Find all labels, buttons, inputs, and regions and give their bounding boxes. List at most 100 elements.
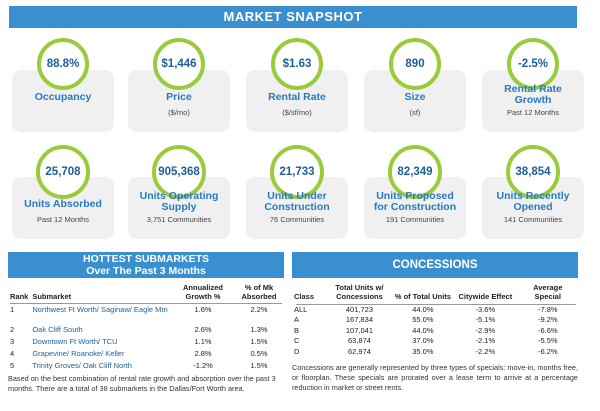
submarket-growth: 1.6% — [194, 305, 212, 314]
submarket-absorbed: 1.5% — [250, 337, 268, 346]
concession-class: ALL — [294, 305, 308, 314]
concessions-banner: CONCESSIONS — [292, 252, 578, 278]
table-row: 4 Grapevine/ Roanoke/ Keller 2.8% 0.5% — [8, 349, 284, 361]
concession-average-special: -5.5% — [537, 336, 558, 346]
submarkets-header-row: Rank Submarket Annualized Growth % % of … — [8, 283, 284, 301]
kpi-value-ring: -2.5% — [507, 38, 559, 90]
kpi-subtext: (sf) — [409, 108, 421, 117]
concession-citywide-effect: -2.1% — [475, 336, 496, 346]
hottest-submarkets-title: HOTTEST SUBMARKETS — [83, 253, 209, 265]
kpi-subtext: 76 Communities — [269, 215, 325, 224]
table-row: 5 Trinity Groves/ Oak Cliff North -1.2% 1.5… — [8, 361, 284, 373]
table-row: 2 Oak Cliff South 2.6% 1.3% — [8, 325, 284, 337]
kpi-label: Units Absorbed — [24, 198, 102, 210]
concessions-table: Class Total Units w/ Concessions % of To… — [292, 283, 578, 357]
concession-pct-total: 35.0% — [412, 346, 434, 356]
kpi-label: Units Proposed for Construction — [373, 190, 457, 213]
submarket-growth: 2.8% — [194, 349, 212, 358]
kpi-value-ring: 38,854 — [506, 145, 560, 199]
concession-total-units: 107,041 — [345, 325, 374, 335]
kpi-subtext: Past 12 Months — [506, 108, 560, 117]
submarket-absorbed: 1.3% — [250, 325, 268, 334]
submarket-name: Downtown Ft Worth/ TCU — [32, 337, 118, 346]
submarket-absorbed: 0.5% — [250, 349, 268, 358]
submarket-growth: 2.6% — [194, 325, 212, 334]
kpi-subtext: ($/mo) — [168, 108, 190, 117]
kpi-value-ring: 88.8% — [37, 38, 89, 90]
kpi-subtext: ($/sf/mo) — [282, 108, 312, 117]
concession-average-special: -6.6% — [537, 325, 558, 335]
kpi-label: Units Recently Opened — [496, 190, 570, 213]
kpi-subtext: Past 12 Months — [36, 215, 90, 224]
submarket-rank: 1 — [10, 305, 15, 314]
submarkets-note: Based on the best combination of rental … — [8, 374, 276, 393]
kpi-label: Units Under Construction — [264, 190, 330, 213]
table-row: A 167,834 55.0% -5.1% -9.2% — [292, 315, 578, 325]
concession-citywide-effect: -2.9% — [475, 325, 496, 335]
submarket-growth: 1.1% — [194, 337, 212, 346]
kpi-value-ring: 890 — [389, 38, 441, 90]
table-row: D 62,974 35.0% -2.2% -6.2% — [292, 347, 578, 357]
submarket-rank: 5 — [10, 361, 15, 370]
kpi-label: Price — [166, 91, 192, 103]
concession-class: A — [294, 315, 300, 325]
concessions-note: Concessions are generally represented by… — [292, 363, 578, 392]
kpi-label: Rental Rate — [268, 91, 326, 103]
col-citywide-effect: Citywide Effect — [458, 292, 513, 301]
concessions-title: CONCESSIONS — [392, 259, 478, 271]
concession-class: D — [294, 346, 300, 356]
kpi-label: Size — [404, 91, 426, 103]
kpi-value-ring: 82,349 — [388, 145, 442, 199]
col-rank: Rank — [10, 292, 29, 301]
submarket-rank: 4 — [10, 349, 15, 358]
concession-average-special: -7.8% — [537, 305, 558, 314]
kpi-value-ring: 905,368 — [152, 145, 206, 199]
table-row: 3 Downtown Ft Worth/ TCU 1.1% 1.5% — [8, 337, 284, 349]
col-class: Class — [294, 292, 315, 301]
table-row: 1 Northwest Ft Worth/ Saginaw/ Eagle Mtn 1… — [8, 305, 284, 325]
kpi-subtext: 191 Communities — [385, 215, 445, 224]
submarket-rank: 2 — [10, 325, 15, 334]
concession-citywide-effect: -2.2% — [475, 346, 496, 356]
col-growth: Annualized Growth % — [183, 283, 224, 301]
kpi-label: Units Operating Supply — [139, 190, 219, 213]
table-row: C 63,874 37.0% -2.1% -5.5% — [292, 336, 578, 346]
col-absorbed: % of Mk Absorbed — [241, 283, 277, 301]
submarket-rank: 3 — [10, 337, 15, 346]
table-row: ALL 401,723 44.0% -3.6% -7.8% — [292, 305, 578, 315]
table-row: B 107,041 44.0% -2.9% -6.6% — [292, 326, 578, 336]
submarkets-table: Rank Submarket Annualized Growth % % of … — [8, 283, 284, 373]
kpi-subtext: 3,751 Communities — [146, 215, 212, 224]
kpi-subtext: 141 Communities — [503, 215, 563, 224]
concession-pct-total: 37.0% — [412, 336, 434, 346]
col-total-units: Total Units w/ Concessions — [335, 283, 384, 301]
concession-average-special: -9.2% — [537, 315, 558, 325]
col-average-special: Average Special — [533, 283, 563, 301]
concession-pct-total: 44.0% — [412, 305, 434, 314]
hottest-submarkets-banner: HOTTEST SUBMARKETS Over The Past 3 Month… — [8, 252, 284, 278]
concession-class: B — [294, 325, 300, 335]
hottest-submarkets-subtitle: Over The Past 3 Months — [86, 265, 206, 277]
concession-total-units: 62,974 — [347, 346, 371, 356]
kpi-label: Occupancy — [34, 91, 92, 103]
concessions-divider — [296, 304, 576, 305]
concession-total-units: 401,723 — [345, 305, 374, 314]
concession-class: C — [294, 336, 300, 346]
submarket-absorbed: 2.2% — [250, 305, 268, 314]
submarket-growth: -1.2% — [193, 361, 213, 370]
concession-citywide-effect: -3.6% — [475, 305, 496, 314]
concession-pct-total: 55.0% — [412, 315, 434, 325]
kpi-value-ring: 21,733 — [270, 145, 324, 199]
concessions-header-row: Class Total Units w/ Concessions % of To… — [292, 283, 578, 301]
col-submarket: Submarket — [32, 292, 72, 301]
col-pct-total: % of Total Units — [394, 292, 451, 301]
concession-total-units: 63,874 — [347, 336, 371, 346]
concession-pct-total: 44.0% — [412, 325, 434, 335]
kpi-value-ring: 25,708 — [36, 145, 90, 199]
submarket-absorbed: 1.5% — [250, 361, 268, 370]
submarket-name: Grapevine/ Roanoke/ Keller — [32, 349, 125, 358]
market-snapshot-banner: MARKET SNAPSHOT — [9, 6, 577, 28]
concession-total-units: 167,834 — [345, 315, 374, 325]
submarkets-divider — [10, 303, 282, 304]
concession-citywide-effect: -5.1% — [475, 315, 496, 325]
